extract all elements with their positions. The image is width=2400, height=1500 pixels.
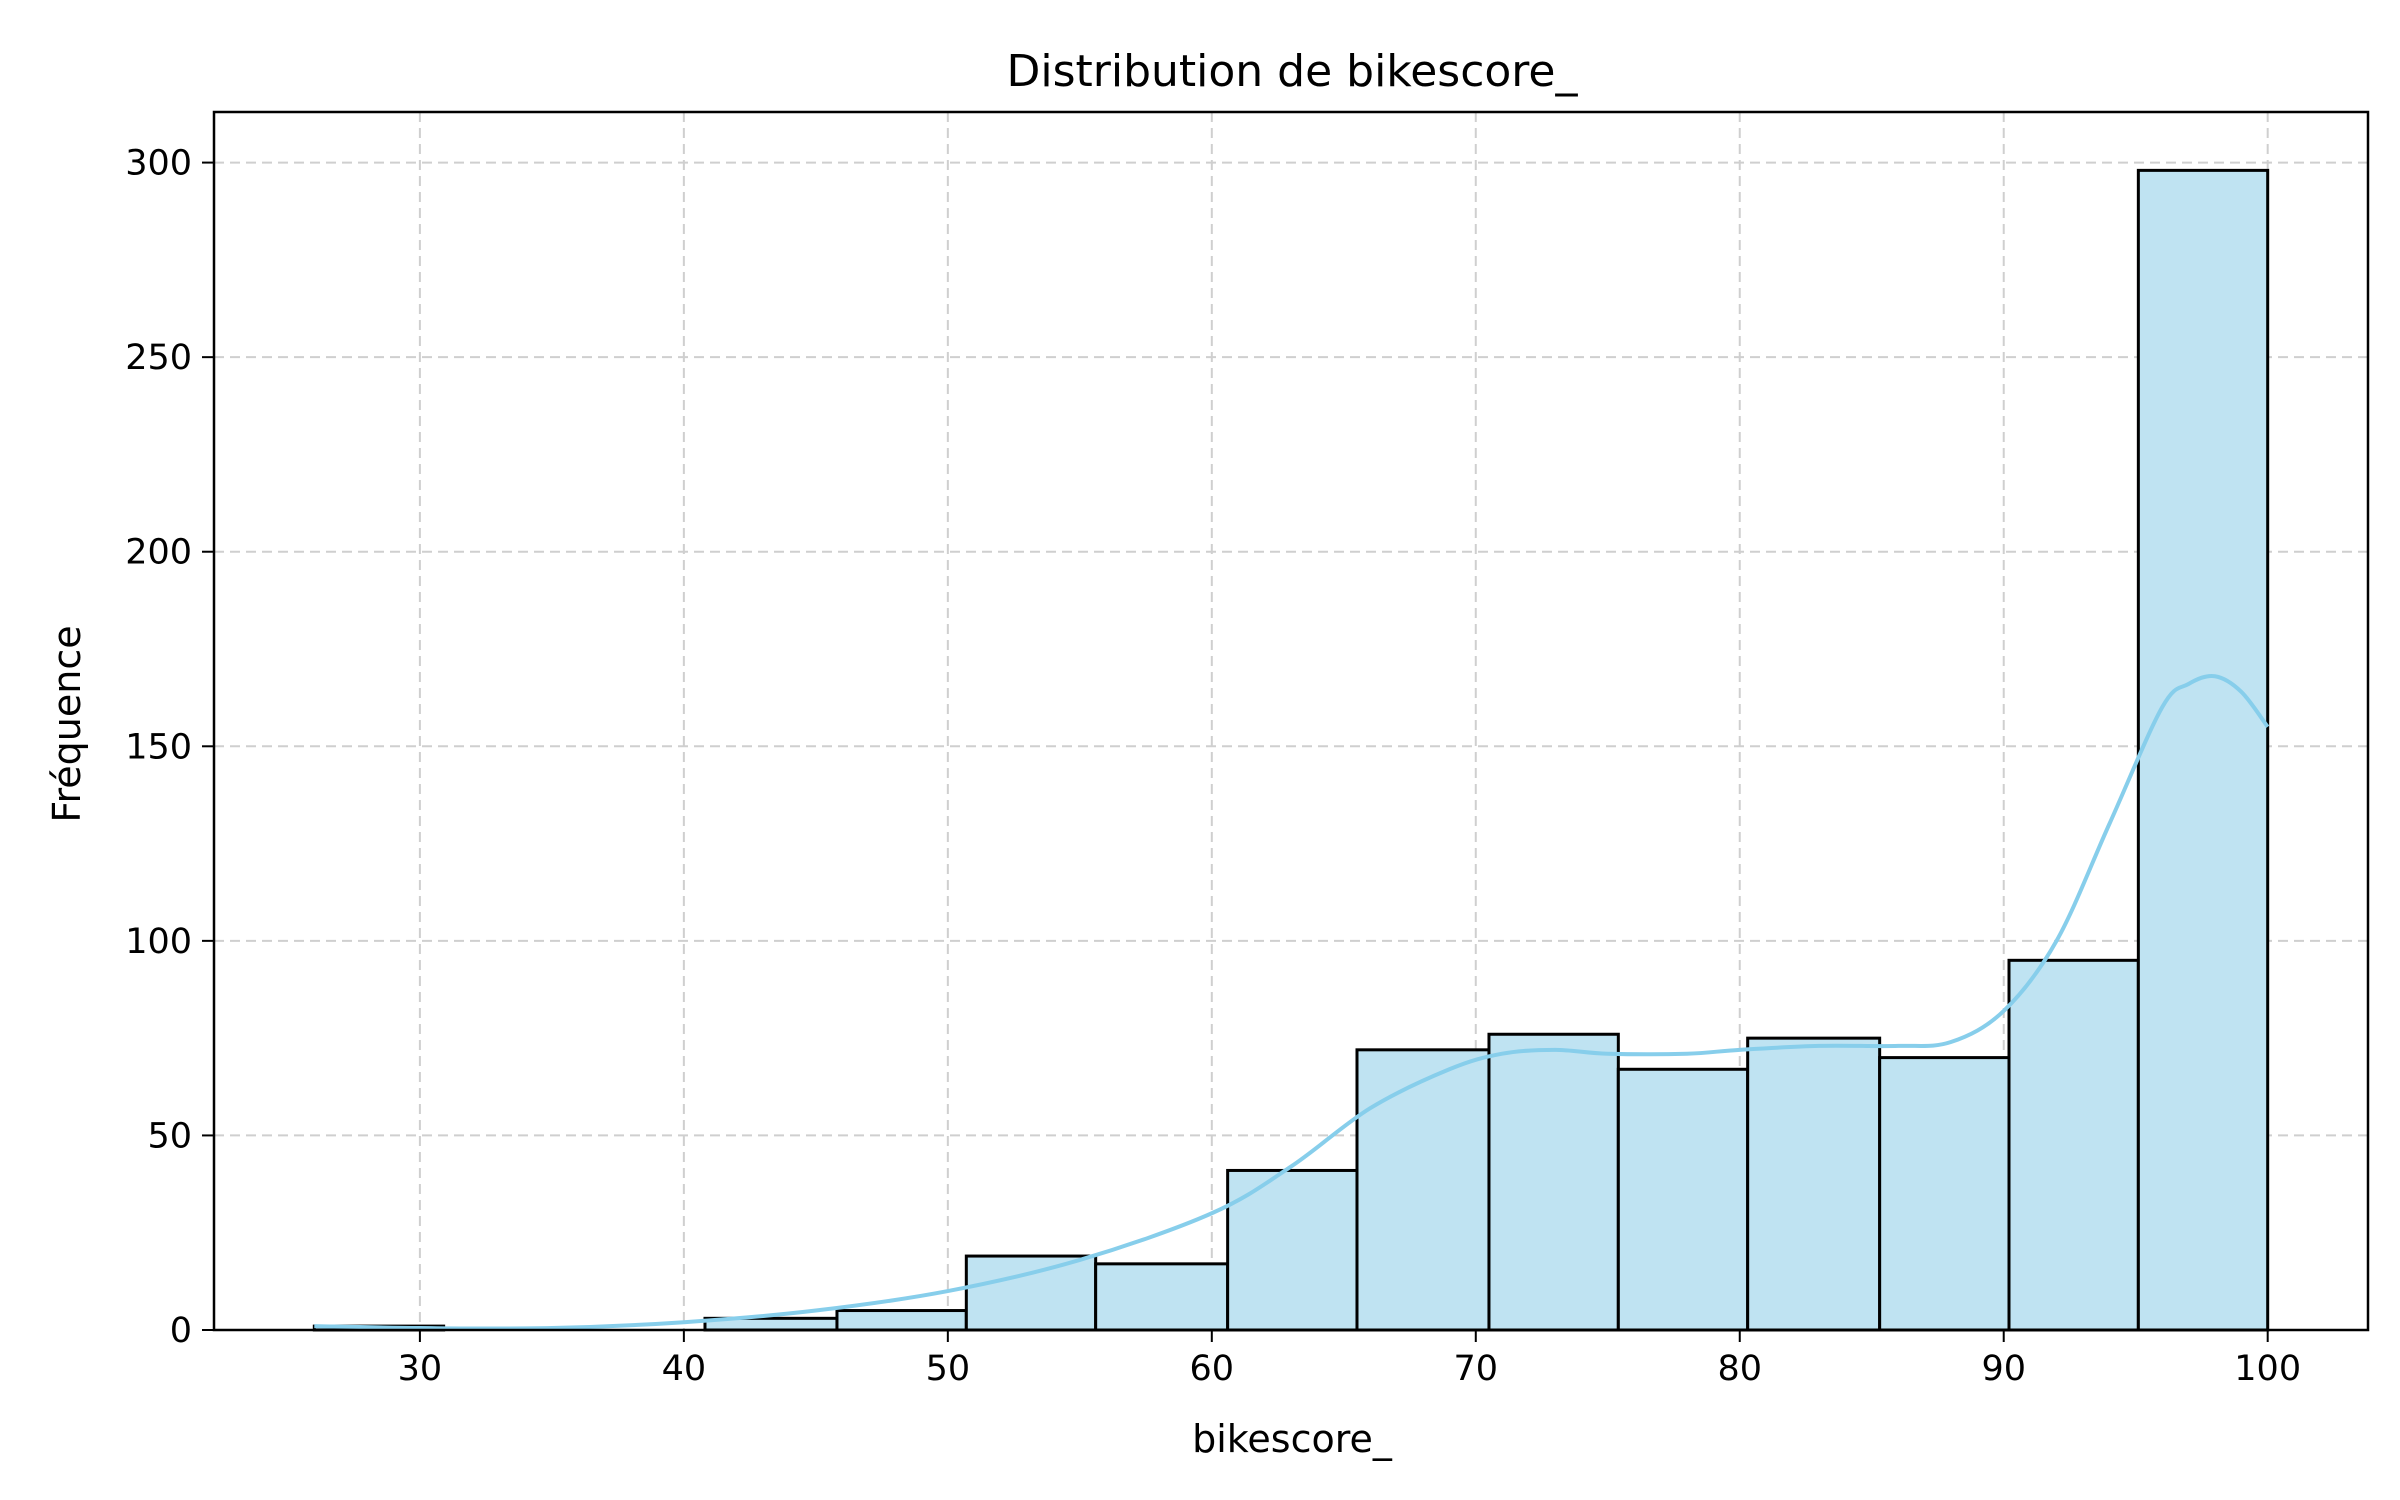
x-tick-label: 80: [1717, 1349, 1762, 1389]
y-axis-ticks: 0 50 100 150 200 250 300: [125, 144, 214, 1351]
x-tick-label: 70: [1454, 1349, 1499, 1389]
histogram-bar: [1746, 1036, 1882, 1332]
histogram-bar: [2007, 958, 2140, 1332]
y-tick-label: 0: [170, 1311, 192, 1351]
x-tick-label: 40: [662, 1349, 707, 1389]
histogram-bar: [1487, 1032, 1620, 1332]
histogram-bar: [1226, 1168, 1359, 1332]
histogram-bar: [835, 1309, 968, 1332]
histogram-bar: [1355, 1048, 1491, 1332]
x-tick-label: 100: [2234, 1349, 2301, 1389]
y-tick-label: 150: [125, 727, 192, 767]
kde-curve: [314, 674, 2270, 1331]
histogram-bar: [1094, 1262, 1230, 1332]
y-axis-label: Fréquence: [45, 625, 89, 822]
chart-title: Distribution de bikescore_: [1006, 46, 1578, 97]
y-tick-label: 300: [125, 144, 192, 184]
x-axis-ticks: 30 40 50 60 70 80 90 100: [398, 1330, 2301, 1389]
x-axis-label: bikescore_: [1192, 1417, 1393, 1461]
y-tick-label: 100: [125, 922, 192, 962]
y-tick-label: 250: [125, 338, 192, 378]
plot-frame: [212, 110, 2370, 1332]
histogram-bar: [1616, 1067, 1750, 1332]
y-tick-label: 200: [125, 533, 192, 573]
x-tick-label: 50: [926, 1349, 971, 1389]
histogram-bar: [1878, 1056, 2011, 1332]
histogram-bars: [312, 168, 2270, 1332]
x-tick-label: 30: [398, 1349, 443, 1389]
x-tick-label: 90: [1981, 1349, 2026, 1389]
histogram-bar: [964, 1254, 1098, 1332]
kde-curve-group: [314, 674, 2270, 1331]
histogram-bar: [2136, 168, 2270, 1332]
y-tick-label: 50: [147, 1116, 192, 1156]
x-tick-label: 60: [1190, 1349, 1235, 1389]
